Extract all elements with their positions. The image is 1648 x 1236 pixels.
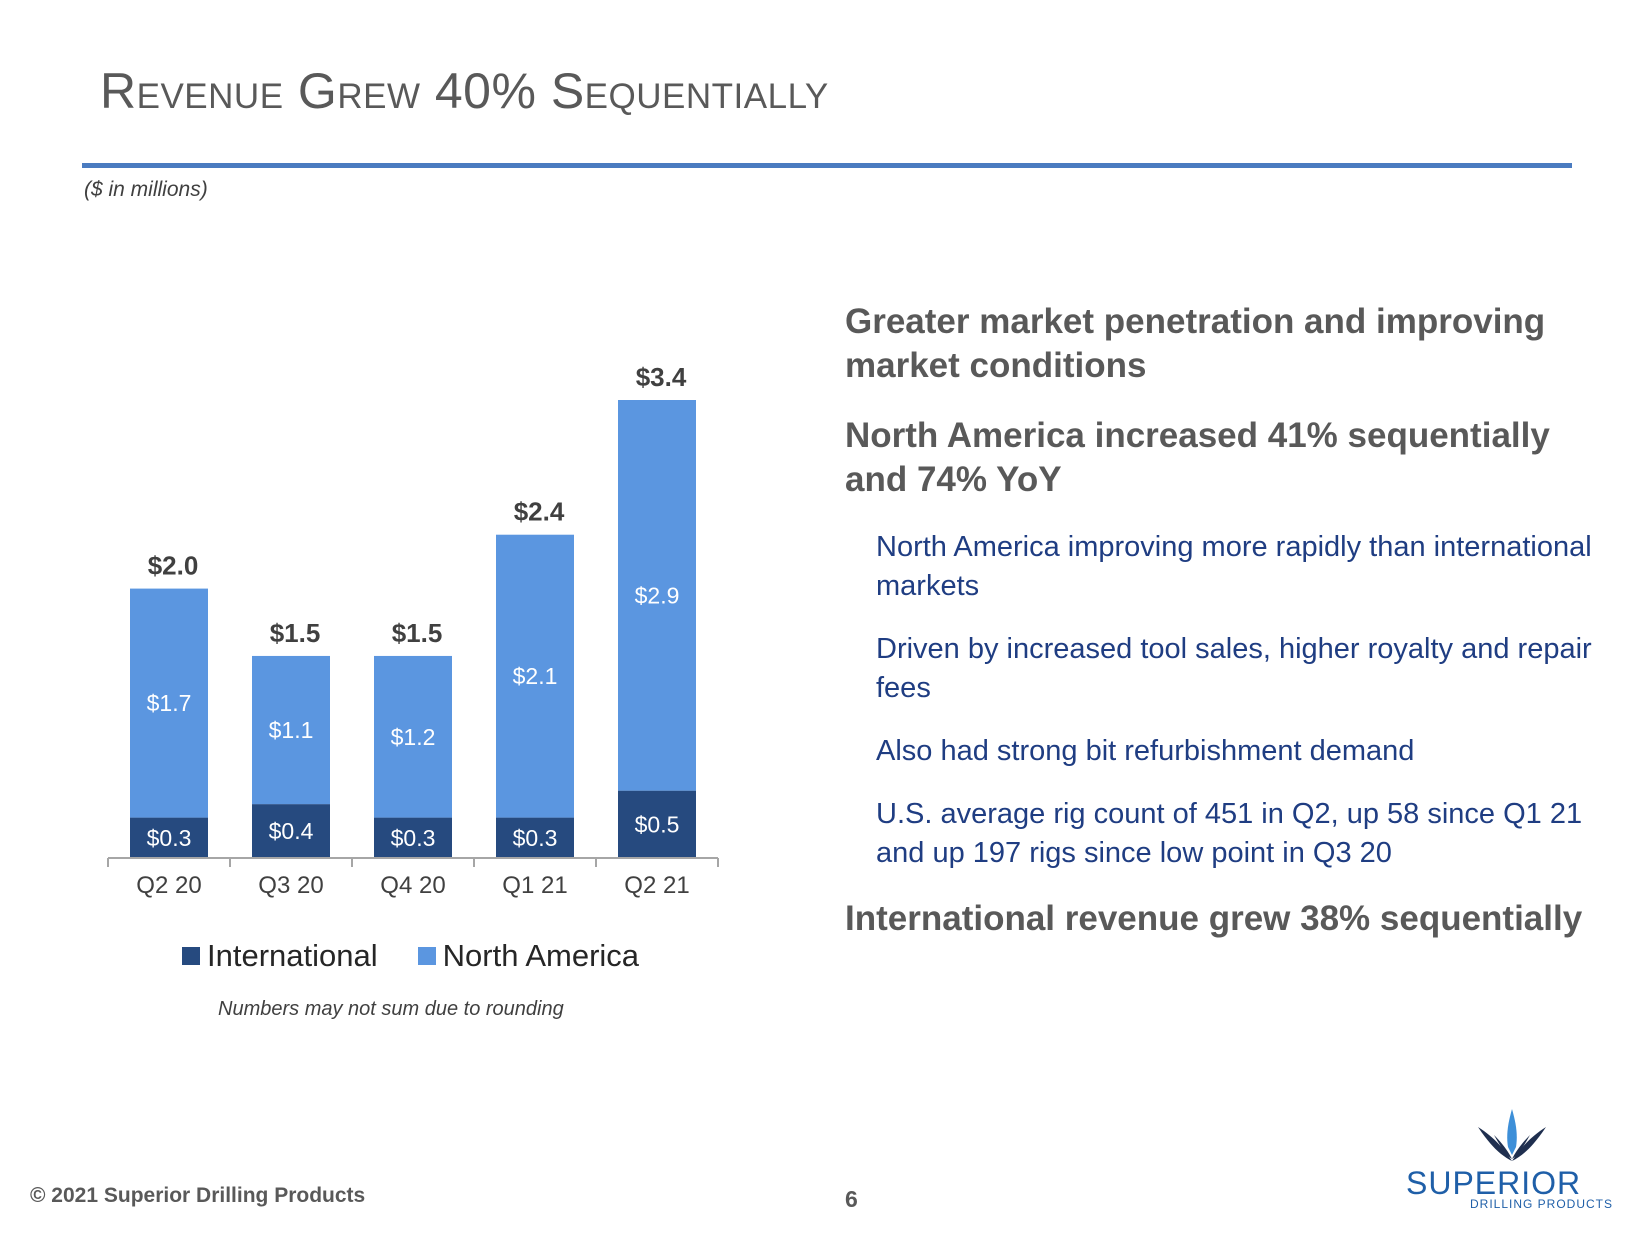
bar-north-america-q2-20 bbox=[130, 588, 208, 818]
bar-north-america-q2-21 bbox=[618, 400, 696, 791]
legend-item-north-america: North America bbox=[417, 938, 640, 974]
x-tick-label: Q3 20 bbox=[258, 872, 323, 899]
bar-north-america-q4-20 bbox=[374, 655, 452, 818]
sub-bullet-na-improving: North America improving more rapidly tha… bbox=[876, 531, 1592, 602]
bar-international-q3-20 bbox=[252, 804, 330, 858]
total-label: $2.0 bbox=[148, 551, 199, 581]
data-label: $1.7 bbox=[147, 690, 192, 716]
sub-bullet-tool-sales: Driven by increased tool sales, higher r… bbox=[876, 633, 1592, 704]
data-label: $1.2 bbox=[391, 724, 436, 750]
x-tick-label: Q1 21 bbox=[502, 872, 567, 899]
data-label: $0.5 bbox=[635, 811, 680, 837]
logo-wordmark: SUPERIOR bbox=[1406, 1165, 1582, 1201]
sub-bullet-rig-count: U.S. average rig count of 451 in Q2, up … bbox=[876, 798, 1583, 869]
legend-label-international: International bbox=[207, 938, 378, 973]
units-note: ($ in millions) bbox=[84, 178, 208, 201]
bar-north-america-q1-21 bbox=[496, 534, 574, 818]
total-label: $1.5 bbox=[392, 618, 443, 648]
legend-label-north-america: North America bbox=[442, 938, 640, 973]
data-label: $2.9 bbox=[635, 582, 680, 608]
data-label: $0.3 bbox=[147, 825, 192, 851]
x-tick-label: Q4 20 bbox=[380, 872, 445, 899]
bullet-list: Greater market penetration and improving… bbox=[845, 300, 1605, 967]
bar-international-q2-20 bbox=[130, 817, 208, 858]
x-tick-label: Q2 21 bbox=[624, 872, 689, 899]
bar-international-q1-21 bbox=[496, 817, 574, 858]
total-label: $1.5 bbox=[270, 618, 321, 648]
bar-international-q2-21 bbox=[618, 790, 696, 858]
data-label: $0.3 bbox=[391, 825, 436, 851]
rounding-note: Numbers may not sum due to rounding bbox=[218, 998, 564, 1020]
copyright-footer: © 2021 Superior Drilling Products bbox=[30, 1184, 366, 1207]
data-label: $1.1 bbox=[269, 717, 314, 743]
slide-title: Revenue Grew 40% Sequentially bbox=[100, 63, 829, 119]
total-label: $2.4 bbox=[514, 497, 565, 527]
data-label: $0.4 bbox=[269, 818, 314, 844]
sub-bullet-refurbishment: Also had strong bit refurbishment demand bbox=[876, 735, 1415, 767]
chart-legend: International North America bbox=[182, 938, 679, 974]
data-label: $0.3 bbox=[513, 825, 558, 851]
logo-tagline: DRILLING PRODUCTS bbox=[1470, 1197, 1614, 1211]
revenue-bar-chart: $0.3 $1.7 $2.0 Q2 20 $0.4 $1.1 $1.5 Q3 20 $0.3 $1… bbox=[107, 362, 719, 899]
bullet-market-penetration: Greater market penetration and improving… bbox=[845, 302, 1546, 385]
page-number: 6 bbox=[845, 1186, 858, 1212]
legend-item-international: International bbox=[182, 938, 378, 974]
legend-swatch-north-america bbox=[417, 947, 436, 965]
total-label: $3.4 bbox=[636, 362, 687, 392]
title-divider bbox=[82, 163, 1572, 168]
drill-bit-logo-icon bbox=[1478, 1109, 1546, 1161]
bullet-north-america-growth: North America increased 41% sequentially… bbox=[845, 416, 1550, 499]
company-logo: SUPERIOR DRILLING PRODUCTS bbox=[1400, 1105, 1622, 1211]
x-tick-label: Q2 20 bbox=[136, 872, 201, 899]
legend-swatch-international bbox=[182, 947, 200, 965]
bar-international-q4-20 bbox=[374, 817, 452, 858]
data-label: $2.1 bbox=[513, 663, 558, 689]
bar-north-america-q3-20 bbox=[252, 655, 330, 805]
bullet-international-growth: International revenue grew 38% sequentia… bbox=[845, 899, 1583, 938]
